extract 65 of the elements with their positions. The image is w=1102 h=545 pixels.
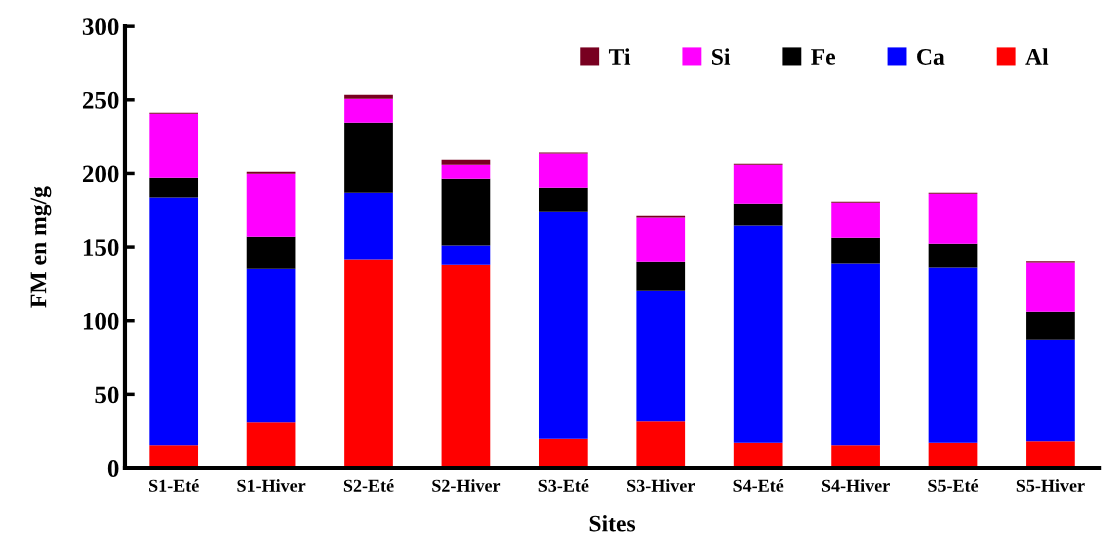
bar [733,164,783,204]
x-tick-label: S3-Hiver [627,479,695,492]
bar [928,193,978,244]
bar [344,192,393,260]
bar [344,94,393,99]
bar [441,164,491,179]
legend-label: Ti [608,48,631,65]
bar [733,442,783,468]
x-axis-title: Sites [589,514,636,532]
y-tick-label: 0 [107,460,119,477]
bar [636,261,686,291]
bar [1026,441,1075,468]
bar [344,98,393,123]
x-tick-label: S2-Hiver [432,479,501,492]
bar [149,113,199,178]
bar [246,268,296,423]
bar [1026,311,1075,340]
y-tick-label: 250 [82,91,119,109]
bar [831,263,880,446]
bar [831,202,880,238]
bar [733,225,783,443]
bar [1026,262,1075,312]
bar [636,290,686,422]
y-tick-label: 200 [82,165,119,183]
bar [344,122,393,193]
bar [928,243,978,268]
x-tick-label: S1-Hiver [237,479,306,492]
legend-label: Al [1025,48,1049,65]
bar [538,438,588,468]
bar [149,197,199,446]
bar [831,445,880,468]
y-axis-title: FM en mg/g [30,186,52,308]
legend-label: Si [712,48,731,65]
y-tick-label: 100 [83,312,119,330]
x-tick-label: S5-Hiver [1016,479,1085,492]
bar [538,153,588,188]
bar [246,173,296,237]
legend-label: Ca [917,49,945,65]
y-tick-label: 50 [95,386,119,404]
bar [831,237,880,264]
x-tick-label: S3-Eté [538,479,589,492]
bar [1026,339,1075,442]
bar [636,217,686,262]
x-tick-label: S4-Hiver [821,479,890,492]
x-tick-label: S4-Eté [733,479,784,492]
bar [344,259,393,468]
x-tick-label: S5-Eté [928,479,979,492]
bar [441,159,491,165]
bar [149,445,199,468]
bar [246,236,296,269]
bar [538,187,588,212]
legend-label: Fe [811,49,836,65]
y-tick-label: 300 [82,18,119,36]
x-tick-label: S1-Eté [149,479,199,492]
bar [246,422,296,468]
bar [538,211,588,439]
bar [441,245,491,265]
x-tick-label: S2-Eté [343,479,394,492]
y-tick-label: 150 [83,239,119,256]
bar [441,264,491,468]
bar [441,178,491,246]
bar [636,421,686,468]
bar [733,203,783,226]
bar [149,177,199,198]
bar [928,267,978,443]
